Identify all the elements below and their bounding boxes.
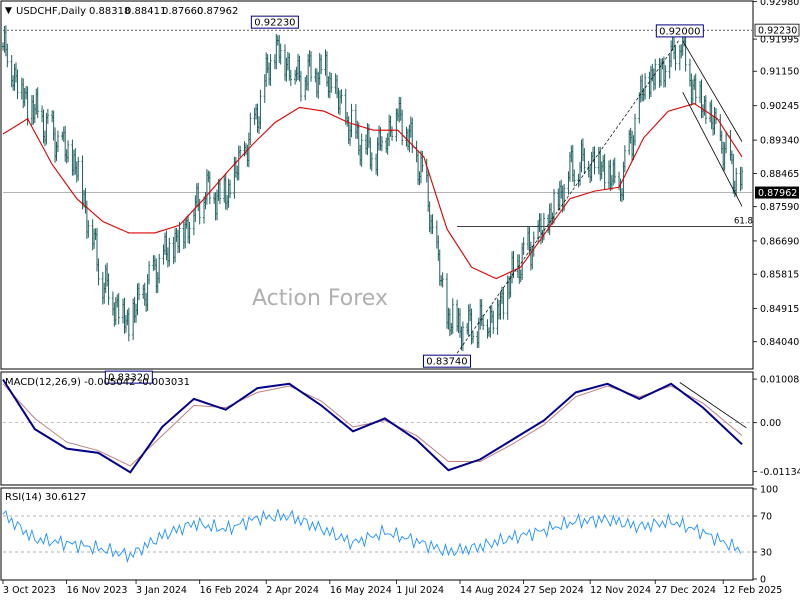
price-tick-label: 0.88465 <box>760 169 799 180</box>
rsi-tick-label: 70 <box>760 512 772 523</box>
date-tick-label: 12 Nov 2024 <box>590 585 651 596</box>
dashed-uptrend-line <box>456 38 681 354</box>
rsi-line <box>2 509 742 564</box>
ohlc-close: 0.87962 <box>197 6 238 17</box>
price-annotation-box <box>104 370 153 384</box>
price-annotation-box <box>422 354 471 368</box>
rsi-title: RSI(14) 30.6127 <box>5 492 86 503</box>
resistance-tag-label: 0.92230 <box>758 26 797 37</box>
price-tick-label: 0.86690 <box>760 236 799 247</box>
date-tick-label: 16 May 2024 <box>330 585 392 596</box>
price-annotation-label: 0.92000 <box>659 26 700 37</box>
price-tick-label: 0.90245 <box>760 101 799 112</box>
price-tick-label: 0.87590 <box>760 202 799 213</box>
price-annotation-label: 0.83320 <box>108 373 149 384</box>
ohlc-high: 0.88411 <box>125 6 166 17</box>
date-tick-label: 3 Jan 2024 <box>136 585 187 596</box>
price-tick-label: 0.91150 <box>760 67 799 78</box>
date-tick-label: 27 Dec 2024 <box>655 585 716 596</box>
date-tick-label: 14 Aug 2024 <box>460 585 521 596</box>
channel-lower-line <box>682 91 743 207</box>
price-tick-label: 0.84915 <box>760 304 799 315</box>
price-annotation-label: 0.92230 <box>254 18 295 29</box>
symbol-title: USDCHF,Daily <box>16 6 86 17</box>
macd-tick-label: 0.00 <box>760 418 781 429</box>
macd-signal-line <box>2 383 743 467</box>
price-annotation-box <box>250 15 299 29</box>
chart-menu-icon[interactable]: ▼ <box>5 6 12 16</box>
date-tick-label: 1 Jul 2024 <box>396 585 444 596</box>
price-annotation-label: 0.83740 <box>426 357 467 368</box>
macd-trendline <box>679 382 747 429</box>
current-price-tag-label: 0.87962 <box>758 188 797 199</box>
macd-title: MACD(12,26,9) -0.005042 -0.003031 <box>5 377 190 388</box>
rsi-tick-label: 0 <box>760 575 766 586</box>
macd-line <box>2 378 743 474</box>
current-price-tag <box>755 186 799 199</box>
macd-tick-label: 0.010086 <box>760 375 800 386</box>
date-tick-label: 3 Oct 2023 <box>3 585 56 596</box>
rsi-panel <box>0 487 754 581</box>
channel-upper-line <box>682 40 743 142</box>
fib-label: 61.8 <box>734 216 753 226</box>
date-tick-label: 27 Sep 2024 <box>524 585 584 596</box>
moving-average-line <box>2 103 743 280</box>
price-tick-label: 0.91995 <box>760 35 799 46</box>
macd-panel <box>0 371 754 486</box>
rsi-layer <box>2 509 752 564</box>
ohlc-low: 0.87660 <box>162 6 203 17</box>
rsi-tick-label: 100 <box>760 485 778 496</box>
macd-layer <box>2 378 752 474</box>
price-tick-label: 0.85815 <box>760 270 799 281</box>
price-tick-label: 0.89340 <box>760 136 799 147</box>
date-tick-label: 16 Feb 2024 <box>200 585 259 596</box>
price-tick-label: 0.84040 <box>760 337 799 348</box>
ohlc-open: 0.88318 <box>89 6 130 17</box>
rsi-tick-label: 30 <box>760 548 772 559</box>
macd-tick-label: -0.011342 <box>760 467 800 478</box>
date-tick-label: 16 Nov 2023 <box>67 585 128 596</box>
date-tick-label: 12 Feb 2025 <box>723 585 782 596</box>
price-annotation-box <box>655 24 704 38</box>
resistance-tag <box>754 23 800 37</box>
price-layer: 0.92230 0.92000 0.83320 0.83740 61.8 <box>1 15 753 384</box>
price-panel <box>0 0 754 370</box>
price-tick-label: 0.92980 <box>760 0 799 8</box>
date-tick-label: 2 Apr 2024 <box>266 585 319 596</box>
watermark: Action Forex <box>252 286 388 311</box>
